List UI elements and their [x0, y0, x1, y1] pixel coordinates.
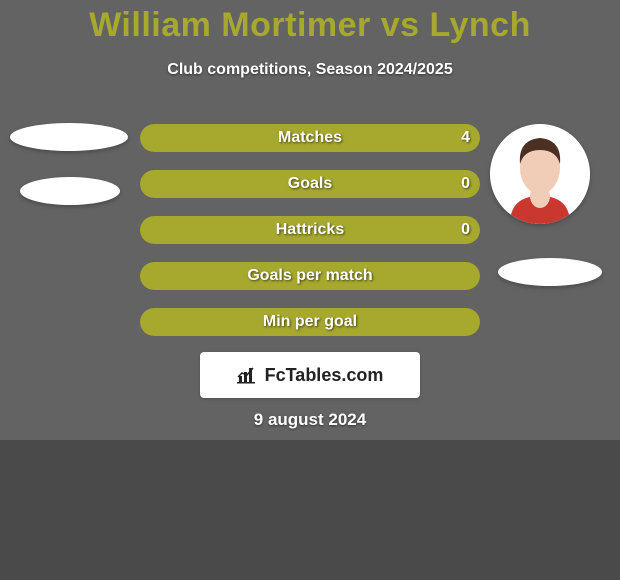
bar-min-per-goal: Min per goal — [140, 308, 480, 336]
bar-matches-value: 4 — [461, 124, 470, 152]
stat-bars: Matches 4 Goals 0 Hattricks 0 Goals per … — [140, 124, 480, 354]
bar-goals: Goals 0 — [140, 170, 480, 198]
bar-gpm-label: Goals per match — [140, 262, 480, 290]
bar-chart-icon — [237, 366, 259, 384]
avatar-graphic — [490, 124, 590, 224]
fctables-logo: FcTables.com — [200, 352, 420, 398]
player-avatar — [490, 124, 590, 224]
bar-hattricks-label: Hattricks — [140, 216, 480, 244]
bar-hattricks: Hattricks 0 — [140, 216, 480, 244]
date-label: 9 august 2024 — [0, 410, 620, 430]
bar-matches-label: Matches — [140, 124, 480, 152]
left-lozenge-1 — [10, 123, 128, 151]
page-title: William Mortimer vs Lynch — [0, 0, 620, 45]
bar-mpg-label: Min per goal — [140, 308, 480, 336]
left-lozenge-2 — [20, 177, 120, 205]
bar-matches: Matches 4 — [140, 124, 480, 152]
subtitle: Club competitions, Season 2024/2025 — [0, 61, 620, 79]
bar-goals-label: Goals — [140, 170, 480, 198]
bar-goals-value: 0 — [461, 170, 470, 198]
right-lozenge — [498, 258, 602, 286]
bar-goals-per-match: Goals per match — [140, 262, 480, 290]
bar-hattricks-value: 0 — [461, 216, 470, 244]
logo-text: FcTables.com — [265, 365, 384, 386]
